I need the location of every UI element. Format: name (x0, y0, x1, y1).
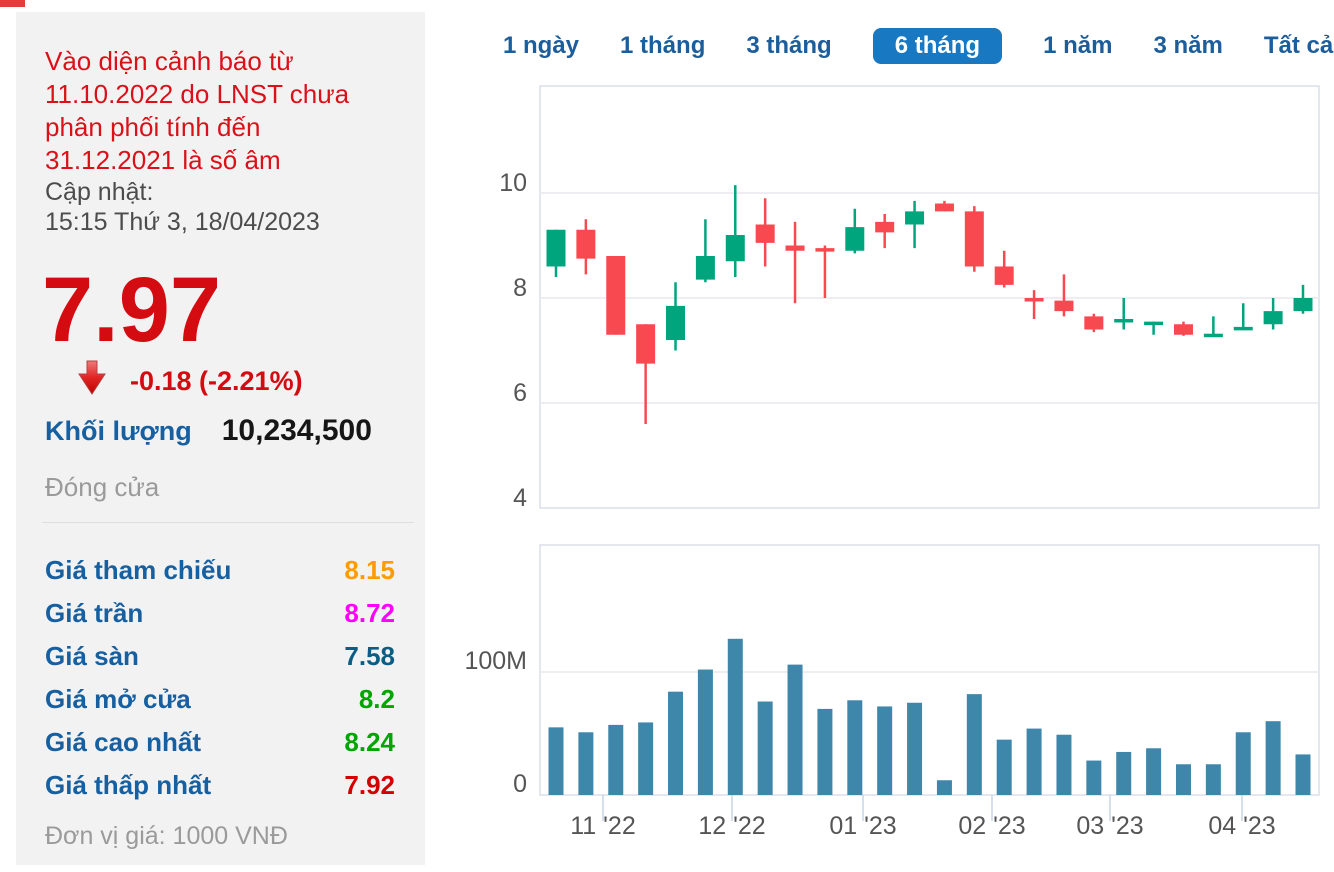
tab-1-ngay[interactable]: 1 ngày (503, 32, 580, 59)
ceiling-price-value: 8.72 (344, 598, 395, 628)
warning-line: 31.12.2021 là số âm (45, 145, 281, 175)
svg-text:12 '22: 12 '22 (698, 812, 765, 840)
table-row: Giá tham chiếu 8.15 (45, 549, 395, 592)
high-price-value: 8.24 (344, 727, 395, 757)
svg-text:03 '23: 03 '23 (1076, 812, 1143, 840)
time-range-tabs: 1 ngày 1 tháng 3 tháng 6 tháng 1 năm 3 n… (503, 27, 1334, 65)
low-price-label: Giá thấp nhất (45, 770, 212, 800)
tab-1-nam[interactable]: 1 năm (1043, 32, 1113, 59)
reference-price-value: 8.15 (344, 555, 395, 585)
update-timestamp: 15:15 Thứ 3, 18/04/2023 (45, 208, 320, 236)
close-note: Đóng cửa (45, 472, 160, 502)
tab-tat-ca[interactable]: Tất cả (1263, 32, 1334, 59)
warning-line: phân phối tính đến (45, 112, 261, 142)
table-row: Giá mở cửa 8.2 (45, 678, 395, 721)
svg-text:11 '22: 11 '22 (570, 812, 635, 840)
table-row: Giá trần 8.72 (45, 592, 395, 635)
floor-price-value: 7.58 (344, 641, 395, 671)
table-row: Giá sàn 7.58 (45, 635, 395, 678)
warning-block: Vào diện cảnh báo từ 11.10.2022 do LNST … (45, 45, 400, 237)
open-price-value: 8.2 (358, 684, 395, 714)
update-label: Cập nhật: (45, 178, 154, 206)
price-detail-table: Giá tham chiếu 8.15 Giá trần 8.72 Giá sà… (45, 549, 395, 807)
svg-text:100M: 100M (464, 647, 527, 675)
volume-value: 10,234,500 (221, 414, 372, 447)
change-value: -0.18 (-2.21%) (130, 365, 303, 396)
price-change-row: -0.18 (-2.21%) (76, 360, 303, 402)
svg-text:8: 8 (513, 274, 527, 302)
volume-label: Khối lượng (45, 416, 192, 446)
svg-text:10: 10 (499, 169, 527, 197)
price-unit-note: Đơn vị giá: 1000 VNĐ (45, 822, 288, 850)
svg-text:04 '23: 04 '23 (1208, 812, 1275, 840)
low-price-value: 7.92 (344, 770, 395, 800)
high-price-label: Giá cao nhất (45, 727, 202, 757)
warning-line: 11.10.2022 do LNST chưa (45, 79, 350, 109)
quote-sidebar: Vào diện cảnh báo từ 11.10.2022 do LNST … (16, 12, 425, 865)
svg-text:6: 6 (513, 379, 527, 407)
warning-line: Vào diện cảnh báo từ (45, 46, 294, 76)
table-row: Giá thấp nhất 7.92 (45, 764, 395, 807)
svg-text:02 '23: 02 '23 (958, 812, 1025, 840)
svg-text:0: 0 (513, 770, 527, 798)
corner-marker (0, 0, 25, 7)
last-price: 7.97 (42, 259, 222, 361)
table-row: Giá cao nhất 8.24 (45, 721, 395, 764)
svg-text:01 '23: 01 '23 (829, 812, 896, 840)
floor-price-label: Giá sàn (45, 641, 139, 671)
tab-6-thang[interactable]: 6 tháng (872, 28, 1003, 64)
down-arrow-icon (76, 360, 108, 403)
svg-text:4: 4 (513, 484, 527, 512)
tab-3-nam[interactable]: 3 năm (1153, 32, 1223, 59)
tab-1-thang[interactable]: 1 tháng (620, 32, 706, 59)
tab-3-thang[interactable]: 3 tháng (746, 32, 832, 59)
ceiling-price-label: Giá trần (45, 598, 144, 628)
divider (42, 522, 414, 523)
open-price-label: Giá mở cửa (45, 684, 191, 714)
reference-price-label: Giá tham chiếu (45, 555, 232, 585)
volume-row: Khối lượng 10,234,500 (45, 414, 372, 448)
